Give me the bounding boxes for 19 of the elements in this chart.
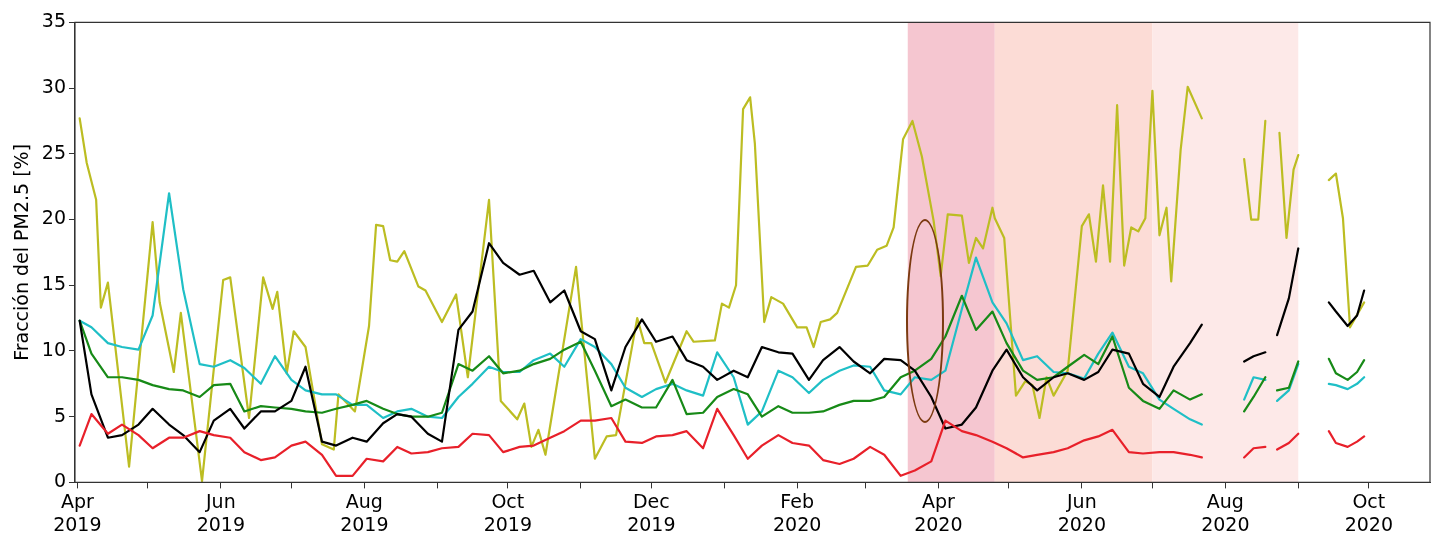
y-tick-label: 0 [53, 469, 66, 492]
x-tick-label: Oct 2019 [483, 489, 533, 535]
y-tick-label: 5 [53, 403, 66, 426]
x-tick-label: Apr 2019 [53, 489, 102, 535]
x-tick-label: Apr 2020 [914, 489, 963, 535]
y-tick-label: 30 [41, 75, 66, 98]
x-tick-label: Oct 2020 [1344, 489, 1394, 535]
y-axis-title: Fracción del PM2.5 [%] [10, 143, 33, 361]
y-tick-label: 10 [41, 337, 66, 360]
y-tick-label: 25 [41, 140, 66, 163]
x-tick-label: Feb 2020 [773, 489, 822, 535]
x-tick-label: Aug 2019 [340, 489, 389, 535]
y-tick-label: 35 [41, 9, 66, 32]
x-tick-label: Aug 2020 [1201, 489, 1250, 535]
x-tick-label: Jun 2020 [1057, 489, 1107, 535]
x-tick-label: Jun 2019 [196, 489, 246, 535]
x-tick-label: Dec 2019 [627, 489, 676, 535]
y-tick-label: 20 [41, 206, 66, 229]
y-tick-label: 15 [41, 272, 66, 295]
